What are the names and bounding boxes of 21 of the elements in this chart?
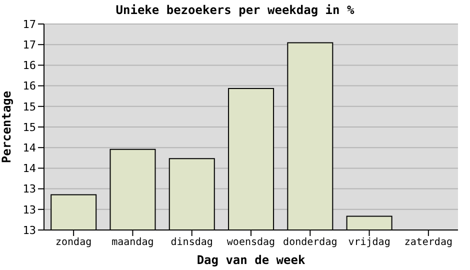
- x-tick-label: maandag: [112, 237, 154, 248]
- x-axis-title: Dag van de week: [196, 253, 306, 267]
- y-tick-label: 14: [22, 142, 36, 155]
- x-tick-label: woensdag: [226, 237, 276, 248]
- chart-title: Unieke bezoekers per weekdag in %: [114, 3, 356, 17]
- x-tick-label: vrijdag: [348, 237, 390, 248]
- y-tick-label: 17: [22, 18, 36, 31]
- y-tick-label: 13: [22, 182, 36, 196]
- y-tick-label: 14: [22, 162, 36, 176]
- y-tick-label: 15: [22, 100, 36, 114]
- y-axis-title: Percentage: [0, 90, 14, 164]
- y-tick-label: 13: [22, 224, 36, 237]
- y-tick-label: 13: [22, 203, 36, 216]
- x-tick-label: zaterdag: [404, 237, 453, 248]
- x-tick-label: donderdag: [283, 237, 338, 248]
- y-tick-label: 15: [22, 120, 36, 134]
- y-tick-label: 16: [22, 80, 36, 93]
- y-tick-label: 17: [22, 38, 36, 52]
- y-tick-label: 16: [22, 59, 36, 72]
- x-tick-label: zondag: [56, 237, 92, 248]
- x-tick-label: dinsdag: [170, 237, 213, 248]
